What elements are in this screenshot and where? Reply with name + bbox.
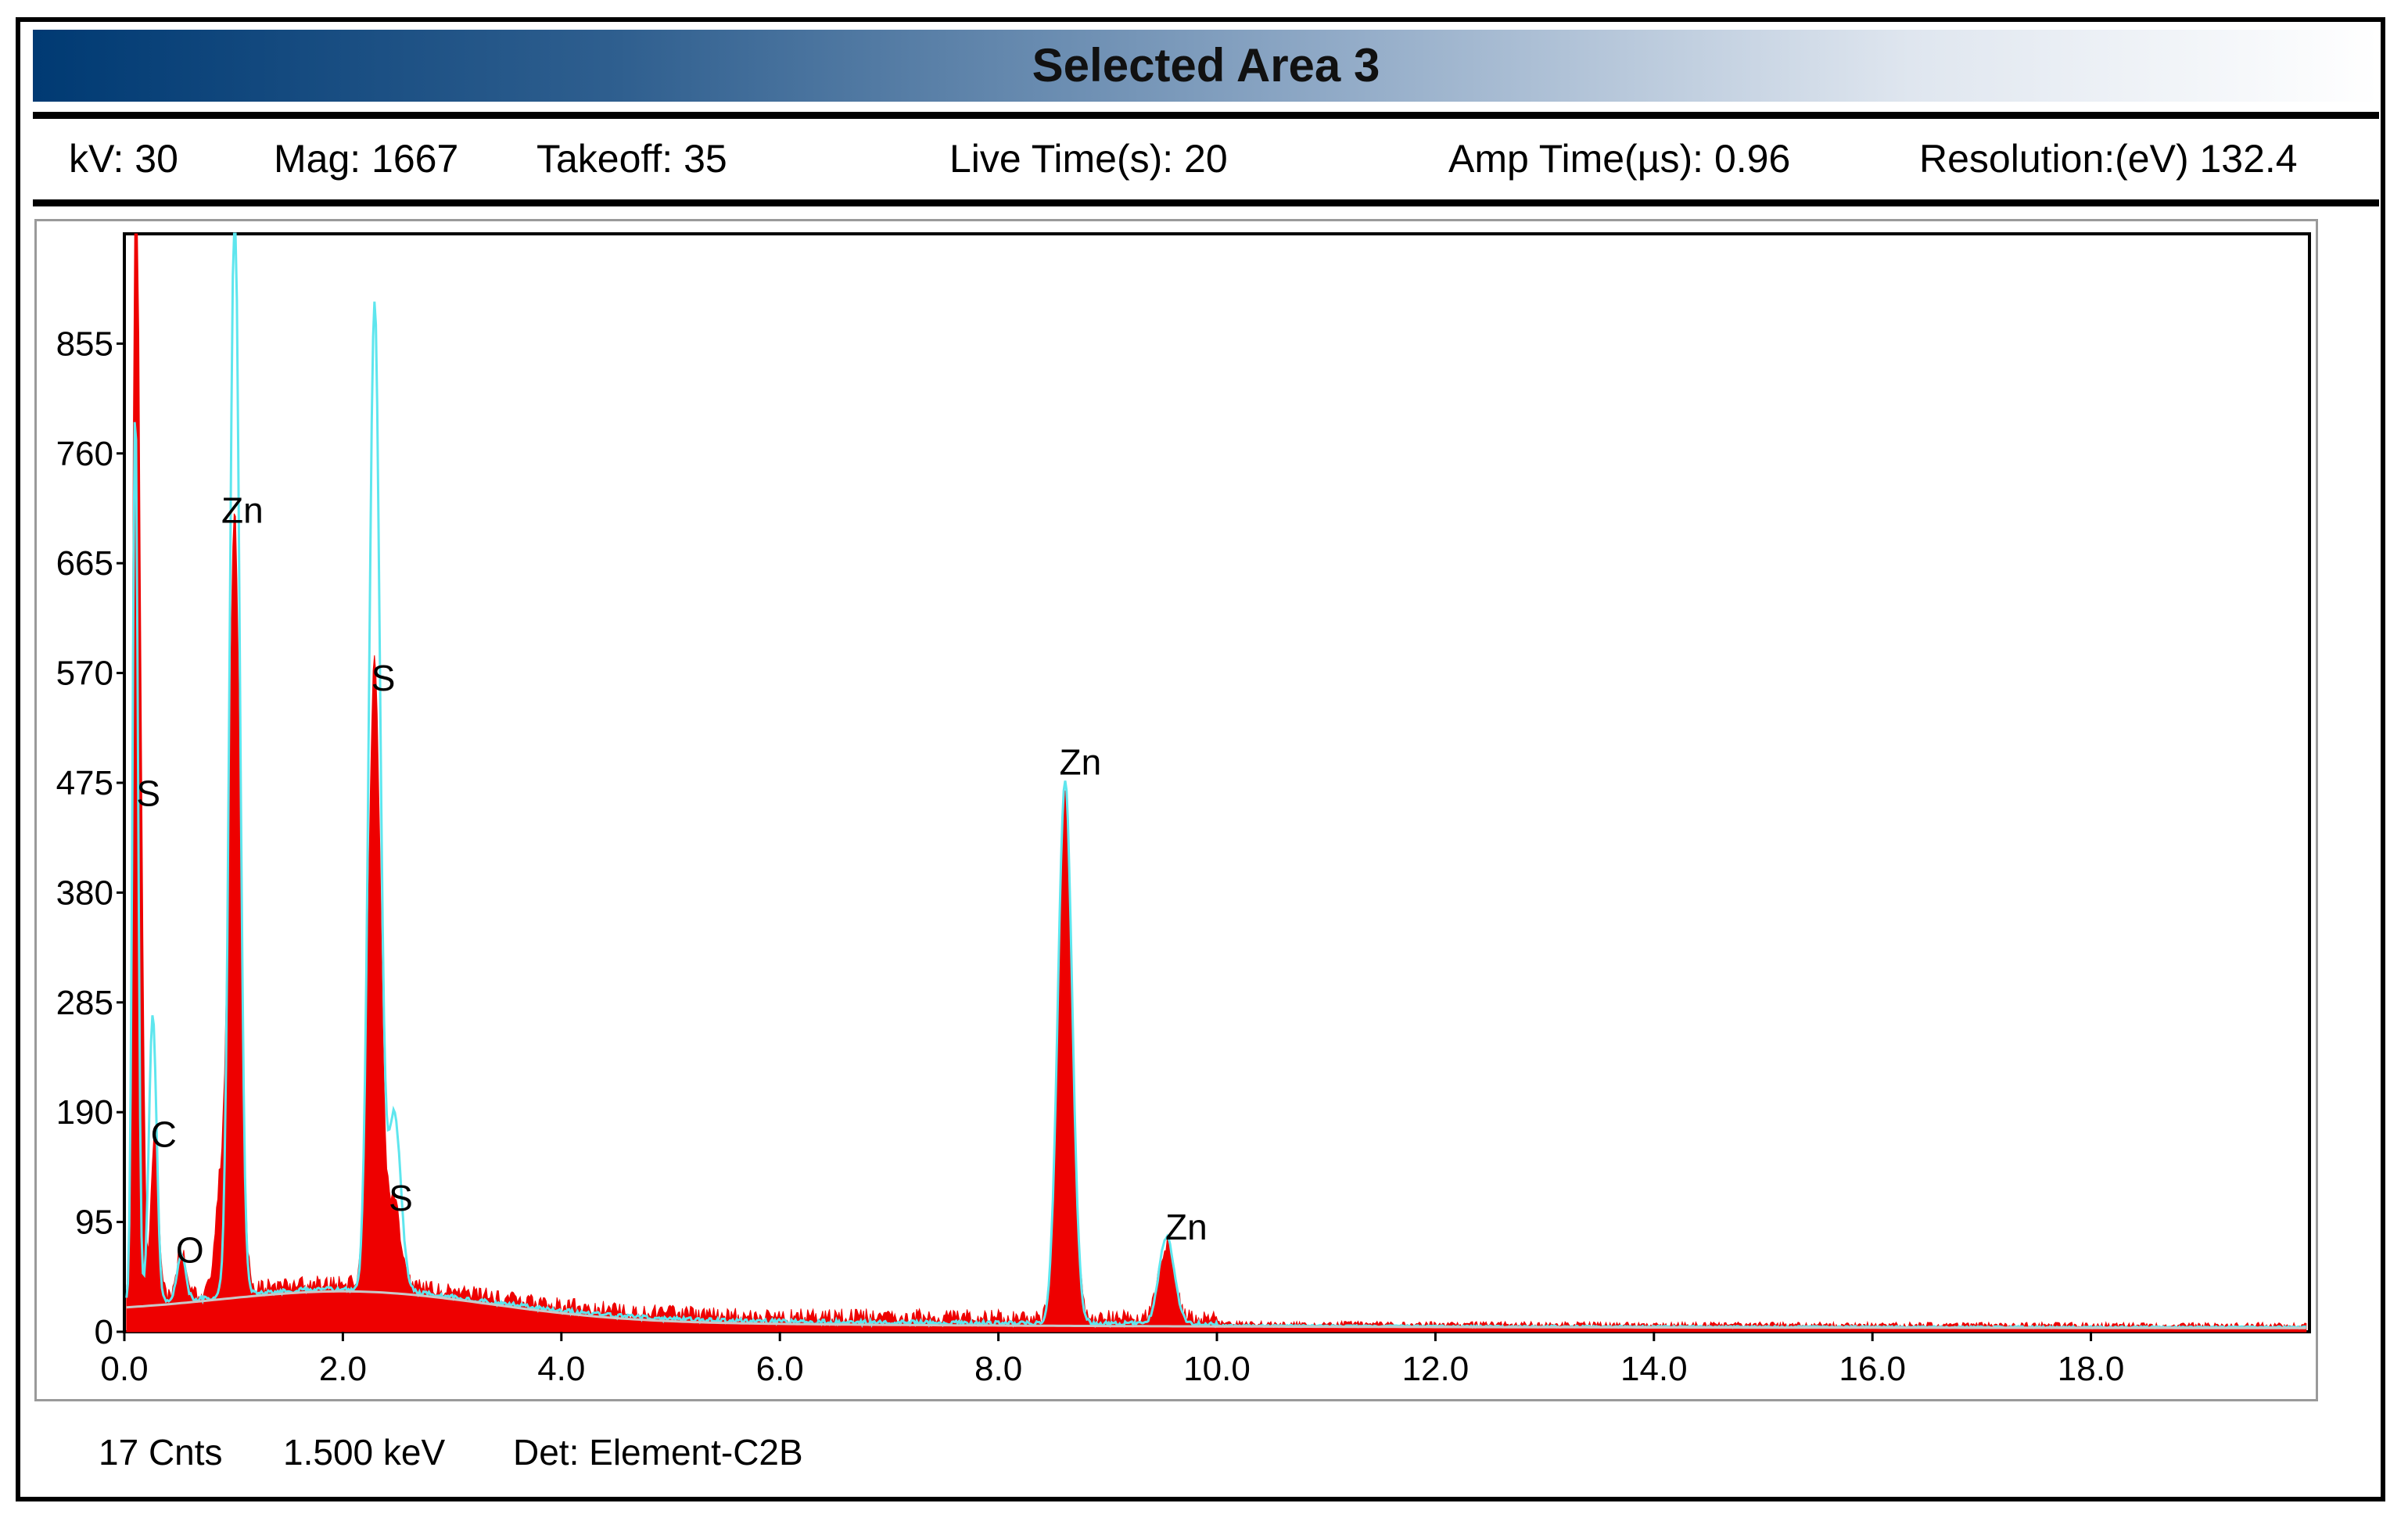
y-tick-label: 190 — [56, 1093, 113, 1132]
page-title: Selected Area 3 — [1032, 39, 1380, 91]
x-tick-label: 2.0 — [319, 1350, 367, 1388]
kv-value: kV: 30 — [69, 137, 178, 181]
x-tick-label: 16.0 — [1839, 1350, 1906, 1388]
peak-label: S — [371, 658, 396, 698]
x-tick-label: 12.0 — [1402, 1350, 1470, 1388]
peak-label: Zn — [221, 490, 264, 530]
spectrum-chart-panel: 0 95 190 285 380 475 570 665 760 855 0.0 2.0 4.0 6.0 8… — [34, 219, 2318, 1401]
x-tick-label: 0.0 — [100, 1350, 148, 1388]
y-tick-label: 0 — [95, 1313, 113, 1351]
x-tick-label: 10.0 — [1183, 1350, 1251, 1388]
peak-label: Zn — [1165, 1207, 1208, 1247]
divider-top — [33, 112, 2379, 119]
figure-frame — [16, 17, 2385, 1501]
magnification-value: Mag: 1667 — [274, 137, 459, 181]
y-tick-label: 760 — [56, 435, 113, 473]
takeoff-value: Takeoff: 35 — [537, 137, 727, 181]
x-tick-label: 18.0 — [2058, 1350, 2125, 1388]
cursor-counts: 17 Cnts — [99, 1432, 223, 1473]
plot-area — [123, 232, 2311, 1333]
y-tick-label: 380 — [56, 874, 113, 912]
peak-label: S — [136, 773, 160, 814]
x-tick-label: 6.0 — [756, 1350, 804, 1388]
live-time-value: Live Time(s): 20 — [949, 137, 1228, 181]
x-tick-label: 4.0 — [537, 1350, 585, 1388]
y-tick-label: 855 — [56, 325, 113, 363]
peak-label: C — [151, 1114, 177, 1155]
peak-label: O — [176, 1229, 204, 1270]
y-tick-label: 475 — [56, 764, 113, 802]
cursor-energy: 1.500 keV — [283, 1432, 446, 1473]
resolution-value: Resolution:(eV) 132.4 — [1919, 137, 2298, 181]
acquisition-info-row: kV: 30 Mag: 1667 Takeoff: 35 Live Time(s… — [33, 119, 2379, 199]
divider-bottom — [33, 199, 2379, 206]
y-tick-label: 665 — [56, 544, 113, 583]
spectrum-chart: 0 95 190 285 380 475 570 665 760 855 0.0 2.0 4.0 6.0 8… — [56, 232, 2311, 1388]
y-tick-label: 285 — [56, 984, 113, 1022]
detector-label: Det: Element-C2B — [513, 1432, 803, 1473]
x-tick-label: 8.0 — [974, 1350, 1022, 1388]
status-bar: 17 Cnts 1.500 keV Det: Element-C2B — [33, 1417, 2379, 1487]
series-red-spectrum — [126, 233, 2307, 1333]
peak-label: Zn — [1060, 742, 1102, 783]
peak-label: S — [389, 1178, 413, 1218]
x-tick-label: 14.0 — [1620, 1350, 1688, 1388]
y-tick-label: 570 — [56, 655, 113, 693]
amp-time-value: Amp Time(µs): 0.96 — [1448, 137, 1791, 181]
y-tick-label: 95 — [75, 1204, 113, 1242]
title-bar: Selected Area 3 — [33, 30, 2379, 102]
background-fit-line — [126, 1290, 2306, 1329]
